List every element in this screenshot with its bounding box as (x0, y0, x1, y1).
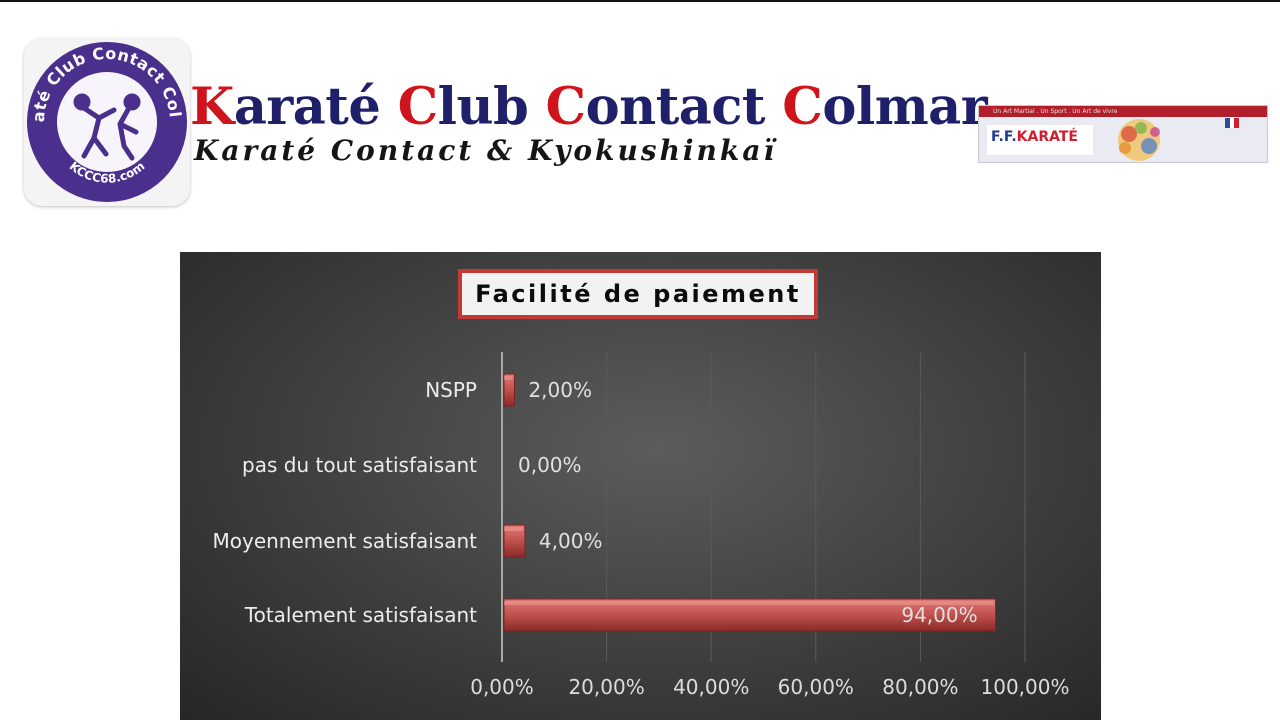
chart-panel: Facilité de paiement 0,00% 20,00% 40,00% 60… (180, 252, 1101, 720)
category-label: Moyennement satisfaisant (213, 529, 478, 553)
category-label: pas du tout satisfaisant (242, 453, 477, 477)
chart-title-box: Facilité de paiement (458, 269, 818, 319)
ffk-banner-strip: Un Art Martial . Un Sport . Un Art de vi… (979, 106, 1267, 117)
ffk-banner: Un Art Martial . Un Sport . Un Art de vi… (978, 105, 1268, 163)
ffk-brand-prefix: F.F. (991, 129, 1017, 145)
x-tick-label: 100,00% (981, 675, 1070, 699)
bar (503, 524, 526, 558)
fighters-icon (73, 93, 141, 161)
x-tick-label: 80,00% (882, 675, 958, 699)
ffk-brand-name: KARATÉ (1016, 129, 1078, 145)
bar (503, 373, 515, 407)
category-label: Totalement satisfaisant (244, 603, 477, 627)
x-tick-label: 40,00% (673, 675, 749, 699)
title-word-2: Club (397, 77, 529, 137)
ffk-colorful-art-icon (1118, 119, 1160, 161)
chart-title: Facilité de paiement (475, 280, 801, 308)
title-word-4: Colmar (782, 77, 988, 137)
ffk-strip-text: Un Art Martial . Un Sport . Un Art de vi… (993, 108, 1118, 115)
x-tick-label: 60,00% (778, 675, 854, 699)
club-logo: Karaté Club Contact Colmar KCCC68.com (24, 38, 190, 206)
club-logo-seal: Karaté Club Contact Colmar KCCC68.com (24, 38, 187, 202)
club-subtitle: Karaté Contact & Kyokushinkaï (194, 134, 778, 167)
ffk-brand: F.F.KARATÉ (987, 125, 1093, 155)
title-word-3: Contact (545, 77, 766, 137)
bar-highlight (504, 527, 523, 531)
title-word-1: Karaté (190, 77, 381, 137)
bar-highlight (504, 376, 513, 380)
value-label: 94,00% (901, 603, 977, 627)
bar-chart: 0,00% 20,00% 40,00% 60,00% 80,00% 100,00% NSPP… (213, 352, 1070, 699)
category-label: NSPP (425, 378, 477, 402)
x-tick-label: 0,00% (470, 675, 534, 699)
value-label: 4,00% (539, 529, 603, 553)
value-label: 0,00% (518, 453, 582, 477)
value-label: 2,00% (528, 378, 592, 402)
club-title: Karaté Club Contact Colmar (190, 82, 988, 133)
french-flag-icon (1225, 118, 1240, 128)
x-tick-label: 20,00% (568, 675, 644, 699)
bar-highlight (504, 601, 994, 605)
top-border-line (0, 0, 1280, 2)
